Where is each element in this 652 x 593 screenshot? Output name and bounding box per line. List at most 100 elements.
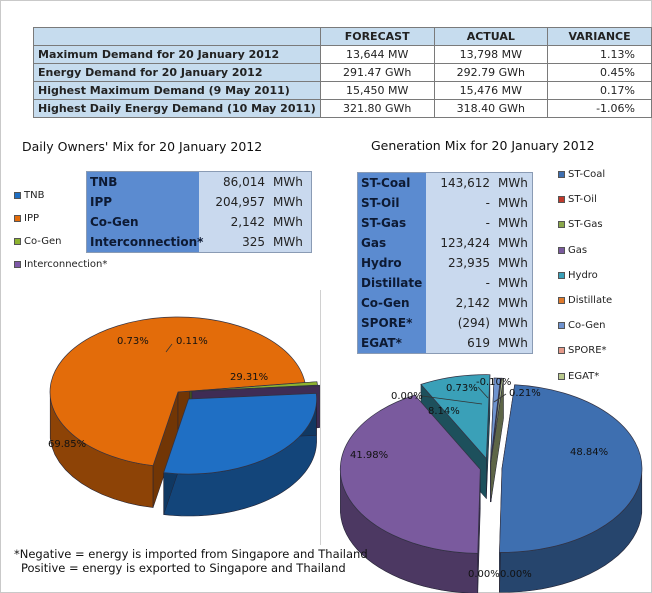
owners-mix-title: Daily Owners' Mix for 20 January 2012	[22, 139, 263, 154]
pie-slice	[163, 393, 317, 475]
legend-swatch	[558, 196, 565, 204]
actual-cell: 15,476 MW	[433, 81, 549, 100]
owner-value: 86,014	[223, 175, 265, 189]
legend-swatch	[14, 215, 21, 222]
legend-label: Distillate	[568, 295, 613, 306]
owner-name: Co-Gen	[87, 212, 199, 232]
table-row: Highest Daily Energy Demand (10 May 2011…	[33, 99, 652, 118]
list-item: EGAT* 619 MWh	[358, 333, 532, 353]
data-label: 0.73%	[446, 383, 478, 394]
data-label: 0.00%	[468, 569, 500, 580]
list-item: ST-Oil - MWh	[358, 193, 532, 213]
list-item: Distillate - MWh	[358, 273, 532, 293]
data-label: -0.10%	[476, 377, 511, 388]
source-value: (294)	[457, 316, 490, 330]
source-unit: MWh	[498, 316, 528, 330]
actual-cell: 318.40 GWh	[433, 99, 549, 118]
list-item: Gas 123,424 MWh	[358, 233, 532, 253]
legend-swatch	[558, 347, 565, 355]
legend-item: Gas	[558, 245, 587, 256]
legend-item: SPORE*	[558, 345, 607, 356]
data-label: 0.00%	[391, 391, 423, 402]
source-name: EGAT*	[358, 333, 426, 353]
row-label: Highest Daily Energy Demand (10 May 2011…	[33, 99, 321, 118]
list-item: IPP 204,957 MWh	[87, 192, 311, 212]
list-item: Interconnection* 325 MWh	[87, 232, 311, 252]
legend-label: EGAT*	[568, 370, 600, 382]
header-actual: ACTUAL	[433, 27, 549, 46]
owner-unit: MWh	[273, 215, 303, 229]
legend-swatch	[558, 297, 565, 304]
owner-unit: MWh	[273, 175, 303, 189]
data-label: 0.11%	[176, 336, 208, 347]
data-label: 69.85%	[48, 439, 86, 450]
legend-swatch	[558, 271, 565, 279]
source-value: 143,612	[440, 176, 490, 190]
legend-swatch	[558, 372, 565, 380]
legend-swatch	[558, 221, 565, 229]
legend-label: ST-Gas	[568, 219, 603, 231]
legend-label: Interconnection*	[24, 259, 108, 270]
source-unit: MWh	[498, 196, 528, 210]
legend-item: Co-Gen	[558, 320, 606, 331]
forecast-cell: 321.80 GWh	[319, 99, 435, 118]
row-label: Energy Demand for 20 January 2012	[33, 63, 321, 82]
source-value: 619	[467, 336, 490, 350]
legend-swatch	[14, 192, 21, 199]
legend-item: EGAT*	[558, 371, 599, 382]
owners-mix-table: TNB 86,014 MWh IPP 204,957 MWh Co-Gen 2,…	[86, 171, 312, 253]
legend-item: ST-Oil	[558, 194, 597, 205]
legend-item: ST-Gas	[558, 219, 603, 230]
legend-label: ST-Coal	[568, 169, 606, 180]
legend-label: Co-Gen	[568, 320, 606, 332]
variance-cell: 1.13%	[547, 45, 652, 64]
data-label: 0.00%	[500, 569, 532, 580]
pie-slice	[191, 384, 320, 392]
source-value: -	[485, 196, 490, 210]
pie-slice	[49, 316, 306, 466]
legend-item: ST-Coal	[558, 169, 605, 180]
data-label: 41.98%	[350, 450, 388, 461]
source-name: Hydro	[358, 253, 426, 273]
data-label: 29.31%	[230, 372, 268, 383]
pie-slice	[420, 374, 491, 460]
source-value: 23,935	[448, 256, 490, 270]
list-item: Hydro 23,935 MWh	[358, 253, 532, 273]
source-value: -	[485, 276, 490, 290]
legend-label: IPP	[24, 213, 40, 224]
owner-unit: MWh	[273, 235, 303, 249]
table-row: Maximum Demand for 20 January 2012 13,64…	[33, 45, 652, 64]
table-header-row: FORECAST ACTUAL VARIANCE	[33, 27, 652, 46]
source-unit: MWh	[498, 236, 528, 250]
row-label: Maximum Demand for 20 January 2012	[33, 45, 321, 64]
source-name: Co-Gen	[358, 293, 426, 313]
legend-swatch	[558, 322, 565, 330]
footnote-line-2: Positive = energy is exported to Singapo…	[21, 561, 346, 575]
source-unit: MWh	[498, 336, 528, 350]
label-leader-line	[477, 386, 489, 399]
footnote: *Negative = energy is imported from Sing…	[14, 547, 368, 575]
source-value: -	[485, 216, 490, 230]
legend-swatch	[558, 246, 565, 254]
legend-item: TNB	[14, 190, 44, 201]
label-leader-line	[421, 395, 483, 405]
legend-item: Hydro	[558, 270, 598, 281]
owner-name: Interconnection*	[87, 232, 203, 252]
actual-cell: 292.79 GWh	[433, 63, 549, 82]
source-unit: MWh	[498, 296, 528, 310]
generation-mix-title: Generation Mix for 20 January 2012	[371, 138, 595, 153]
data-label: 0.21%	[509, 388, 541, 399]
legend-item: Interconnection*	[14, 259, 107, 270]
header-blank-cell	[33, 27, 321, 46]
legend-label: Co-Gen	[24, 236, 62, 247]
actual-cell: 13,798 MW	[433, 45, 549, 64]
source-unit: MWh	[498, 276, 528, 290]
section-divider	[320, 290, 321, 545]
list-item: Co-Gen 2,142 MWh	[358, 293, 532, 313]
legend-label: ST-Oil	[568, 194, 597, 206]
list-item: ST-Gas - MWh	[358, 213, 532, 233]
source-unit: MWh	[498, 176, 528, 190]
pie-slice	[499, 384, 643, 553]
legend-swatch	[14, 261, 21, 268]
